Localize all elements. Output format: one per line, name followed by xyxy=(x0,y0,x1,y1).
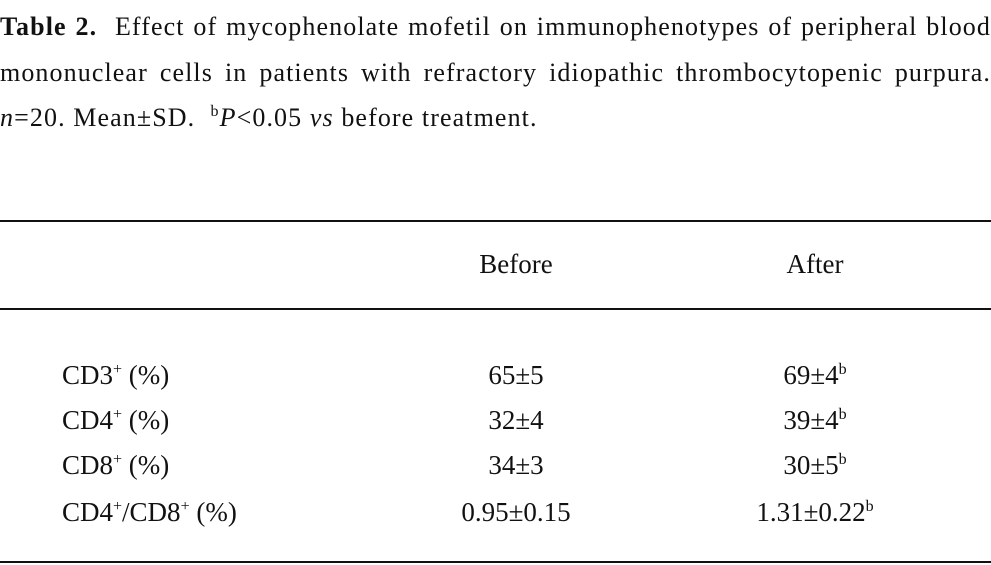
cell-value: 69±4 xyxy=(783,360,839,390)
label-part: /CD8 xyxy=(122,497,181,527)
cell-value: 32±4 xyxy=(488,405,544,435)
caption: Table 2. Effect of mycophenolate mofetil… xyxy=(0,4,991,141)
header-rule xyxy=(0,308,991,310)
label-part: + xyxy=(113,451,123,468)
cell-note: b xyxy=(838,451,847,468)
data-cell: 32±4 xyxy=(488,405,543,436)
data-cell: 39±4b xyxy=(783,405,846,436)
p-symbol: P xyxy=(219,103,237,132)
row-label: CD3+ (%) xyxy=(62,360,169,391)
cell-value: 30±5 xyxy=(783,450,839,480)
label-part: CD3 xyxy=(62,360,114,390)
label-part: + xyxy=(180,498,190,515)
bottom-rule xyxy=(0,561,991,563)
caption-tail: before treatment. xyxy=(341,103,538,132)
data-cell: 69±4b xyxy=(783,360,846,391)
cell-note: b xyxy=(838,361,847,378)
label-part: CD8 xyxy=(62,450,114,480)
cell-value: 34±3 xyxy=(488,450,544,480)
top-rule xyxy=(0,220,991,222)
data-cell: 34±3 xyxy=(488,450,543,481)
caption-label: Table 2. xyxy=(0,12,98,41)
header-cell: Before xyxy=(479,249,553,279)
cell-value: 0.95±0.15 xyxy=(461,497,571,527)
p-text: <0.05 xyxy=(236,103,303,132)
vs: vs xyxy=(309,103,334,132)
data-cell: 1.31±0.22b xyxy=(756,497,873,528)
cell-value: 39±4 xyxy=(783,405,839,435)
n-text: =20. Mean±SD. xyxy=(14,103,196,132)
label-part: (%) xyxy=(122,450,170,480)
label-part: CD4 xyxy=(62,405,114,435)
cell-note: b xyxy=(838,406,847,423)
row-label: CD8+ (%) xyxy=(62,450,169,481)
note-mark: b xyxy=(210,103,220,120)
header-cell: After xyxy=(786,249,844,279)
label-part: (%) xyxy=(122,360,170,390)
label-part: + xyxy=(113,361,123,378)
label-part: (%) xyxy=(122,405,170,435)
data-cell: 0.95±0.15 xyxy=(461,497,570,528)
data-cell: 30±5b xyxy=(783,450,846,481)
caption-text: Effect of mycophenolate mofetil on immun… xyxy=(0,12,991,87)
label-part: CD4 xyxy=(62,497,114,527)
cell-value: 1.31±0.22 xyxy=(756,497,866,527)
label-part: + xyxy=(113,498,123,515)
row-label: CD4+/CD8+ (%) xyxy=(62,497,237,528)
n-symbol: n xyxy=(0,103,15,132)
cell-note: b xyxy=(865,498,874,515)
cell-value: 65±5 xyxy=(488,360,544,390)
label-part: (%) xyxy=(189,497,237,527)
data-cell: 65±5 xyxy=(488,360,543,391)
row-label: CD4+ (%) xyxy=(62,405,169,436)
label-part: + xyxy=(113,406,123,423)
